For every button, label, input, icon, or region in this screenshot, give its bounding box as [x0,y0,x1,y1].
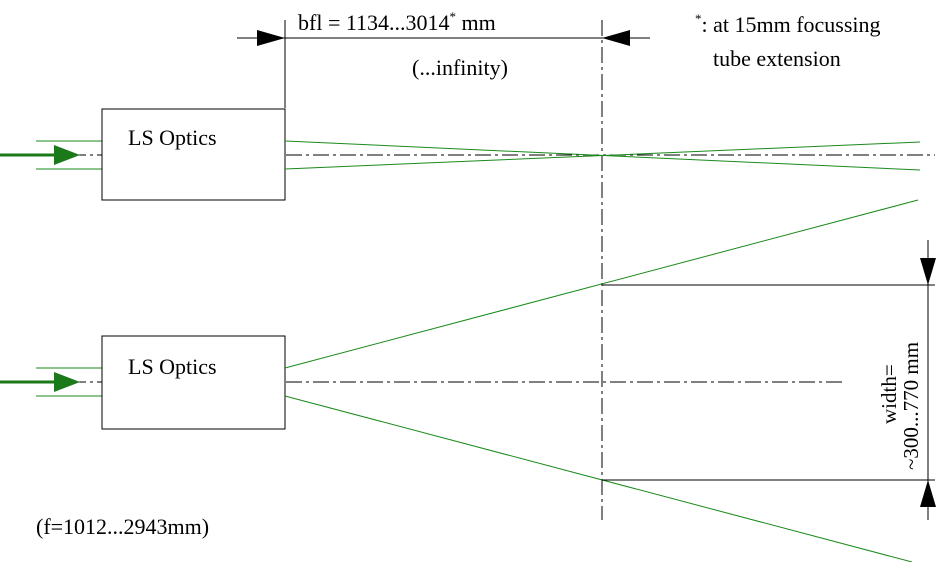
bottom-ls-optics-box [101,335,286,430]
bfl-dimension: bfl = 1134...3014* mm (...infinity) [237,9,650,108]
bottom-input-arrow-icon [54,372,80,392]
footnote-line-1: *: at 15mm focussing [695,11,881,37]
bottom-beam-upper [284,199,919,369]
bfl-arrow-left-icon [257,30,285,46]
bottom-ls-optics-label: LS Optics [128,354,217,379]
top-optics-assembly: LS Optics [0,108,935,201]
infinity-label: (...infinity) [412,55,508,80]
bfl-label: bfl = 1134...3014* mm [298,9,496,35]
footnote-line-2: tube extension [713,46,841,71]
top-ls-optics-box [101,108,286,201]
top-input-arrow-icon [54,145,80,165]
bottom-beam-lower [284,395,913,563]
width-arrow-bottom-icon [920,480,936,507]
bottom-optics-assembly: LS Optics [0,199,919,563]
focal-length-label: (f=1012...2943mm) [36,514,209,539]
width-arrow-top-icon [920,258,936,285]
top-beam-lower [284,141,921,170]
top-ls-optics-label: LS Optics [128,125,217,150]
width-dimension: width= ~300...770 mm [602,240,936,520]
width-label-line-1: width= [877,364,901,424]
bfl-arrow-right-icon [602,30,630,46]
width-label-line-2: ~300...770 mm [899,342,923,470]
footnote: *: at 15mm focussing tube extension [695,11,881,71]
